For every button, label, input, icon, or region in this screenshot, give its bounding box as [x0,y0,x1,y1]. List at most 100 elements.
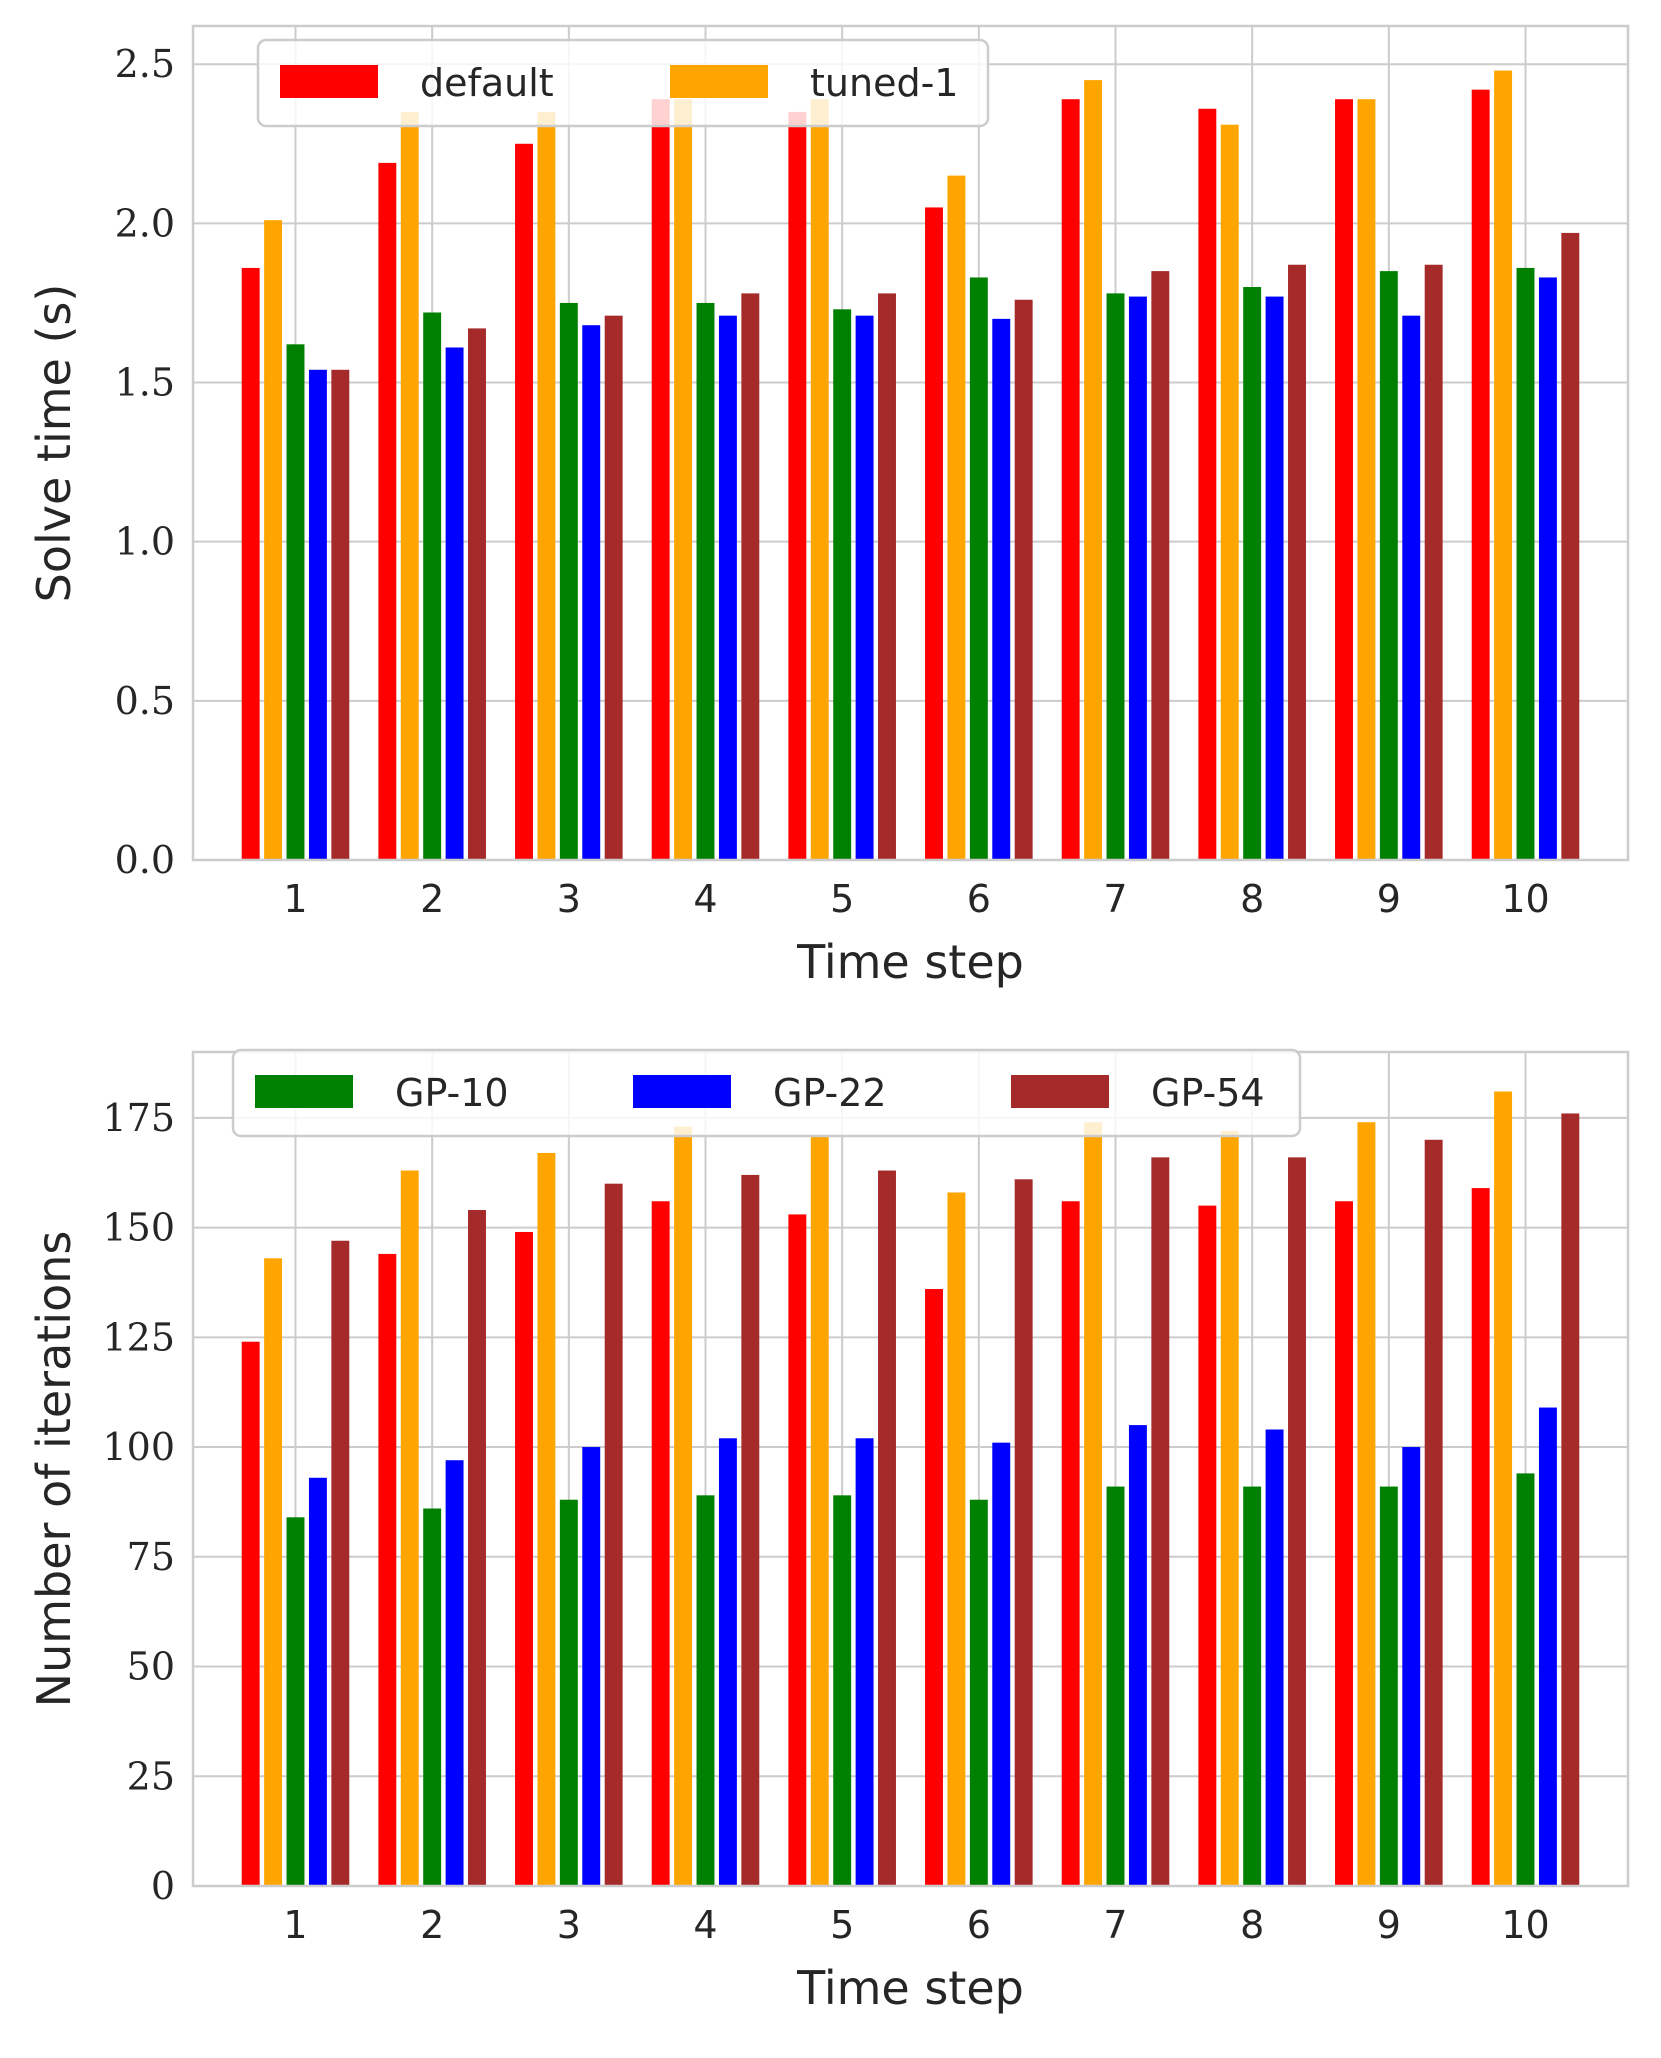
x-tick-label: 8 [1240,877,1264,921]
x-tick-label: 3 [557,877,581,921]
bar-tuned-1-6 [947,175,966,860]
legend-swatch [255,1075,353,1108]
bar-gp-54-4 [741,1174,760,1886]
bar-gp-10-7 [1106,293,1125,861]
bar-default-2 [378,162,397,860]
bar-default-3 [515,1231,533,1886]
bar-gp-10-6 [969,1499,988,1886]
bar-gp-10-6 [969,277,988,861]
plot-frame [191,24,1630,862]
bar-tuned-1-3 [537,111,556,861]
bar-gp-10-7 [1106,1486,1125,1886]
bar-gp-54-10 [1561,1113,1580,1886]
x-tick-label: 4 [693,877,717,921]
bar-gp-10-9 [1379,1486,1398,1886]
bar-tuned-1-2 [400,111,419,861]
legend-item-default: default [280,61,554,105]
bar-gp-54-3 [604,1183,623,1886]
y-tick-label: 0 [151,1864,175,1908]
legend-box [231,1048,1302,1138]
bar-gp-22-4 [718,1438,737,1886]
bar-gp-10-3 [559,1499,578,1886]
legend-label: GP-22 [773,1071,887,1115]
bar-gp-22-8 [1265,1429,1284,1886]
y-tick-label: 100 [102,1425,175,1469]
bar-gp-54-6 [1014,1179,1033,1886]
bar-gp-54-2 [468,1210,486,1886]
bar-gp-22-9 [1402,1447,1421,1886]
legend-item-gp-54: GP-54 [1011,1071,1265,1115]
bar-gp-22-4 [718,315,737,860]
bar-gp-22-9 [1402,315,1421,860]
bar-gp-10-3 [559,302,578,860]
bar-tuned-1-10 [1494,70,1513,861]
bar-gp-22-1 [308,1477,327,1886]
bar-gp-10-10 [1516,267,1535,860]
bar-gp-54-8 [1288,1157,1306,1886]
legend-label: default [420,61,554,105]
x-tick-label: 10 [1501,1903,1549,1947]
bar-gp-10-9 [1379,271,1398,860]
bar-gp-10-5 [833,309,852,861]
y-tick-labels: 0 25 50 75 100 125 150 175 [102,1096,175,1908]
y-tick-label: 1.5 [115,361,175,405]
x-tick-label: 5 [830,877,854,921]
y-axis-label: Number of iterations [27,1231,81,1708]
bar-gp-54-5 [878,1170,896,1886]
bar-gp-10-2 [423,312,442,861]
bar-gp-54-2 [468,328,486,861]
bar-default-8 [1198,1205,1217,1886]
x-tick-label: 9 [1377,1903,1401,1947]
legend-swatch [633,1075,731,1108]
solve-time-chart: 0.0 0.5 1.0 1.5 2.0 2.5 1 2 3 4 5 6 7 8 9 10 Time step So… [27,24,1630,989]
bar-default-2 [378,1253,397,1886]
bar-tuned-1-4 [674,99,693,860]
bar-gp-22-7 [1128,296,1147,860]
bar-gp-22-10 [1538,277,1557,861]
y-tick-label: 50 [127,1645,175,1689]
y-tick-label: 25 [127,1754,175,1798]
bar-gp-22-2 [445,347,464,861]
bar-gp-22-6 [992,318,1011,860]
bar-gp-54-3 [604,315,623,860]
bar-gp-10-10 [1516,1473,1535,1886]
bar-default-10 [1471,89,1490,860]
x-tick-label: 8 [1240,1903,1264,1947]
bar-gp-54-8 [1288,264,1306,860]
x-axis-label: Time step [796,1961,1024,2015]
x-tick-label: 5 [830,1903,854,1947]
bar-default-9 [1335,99,1353,860]
legend-swatch [670,65,768,98]
y-tick-label: 175 [102,1096,175,1140]
bar-default-1 [241,267,260,860]
bar-gp-54-4 [741,293,760,861]
bar-gp-54-1 [331,1240,350,1886]
bar-gp-22-3 [582,1447,601,1886]
bar-gp-22-10 [1538,1407,1557,1886]
x-tick-label: 3 [557,1903,581,1947]
legend-label: tuned-1 [810,61,958,105]
legend-label: GP-10 [395,1071,509,1115]
bar-tuned-1-2 [400,1170,419,1886]
bar-gp-22-8 [1265,296,1284,860]
bar-default-4 [651,99,670,860]
y-tick-label: 150 [102,1206,175,1250]
bar-tuned-1-1 [264,1258,283,1886]
bar-gp-54-7 [1151,1157,1170,1886]
bars [241,1091,1580,1886]
bar-gp-54-10 [1561,232,1580,861]
bar-default-4 [651,1201,670,1886]
y-axis-label: Solve time (s) [27,284,81,603]
legend-item-gp-22: GP-22 [633,1071,887,1115]
bar-gp-54-9 [1424,264,1443,860]
bar-gp-22-5 [855,315,874,860]
bar-gp-22-3 [582,325,601,860]
legend-item-gp-10: GP-10 [255,1071,509,1115]
bar-gp-10-8 [1243,287,1262,860]
bar-gp-22-5 [855,1438,874,1886]
x-tick-label: 6 [967,1903,991,1947]
bar-gp-22-2 [445,1460,464,1886]
x-tick-label: 9 [1377,877,1401,921]
bar-default-6 [925,207,943,860]
bar-tuned-1-8 [1220,124,1239,861]
